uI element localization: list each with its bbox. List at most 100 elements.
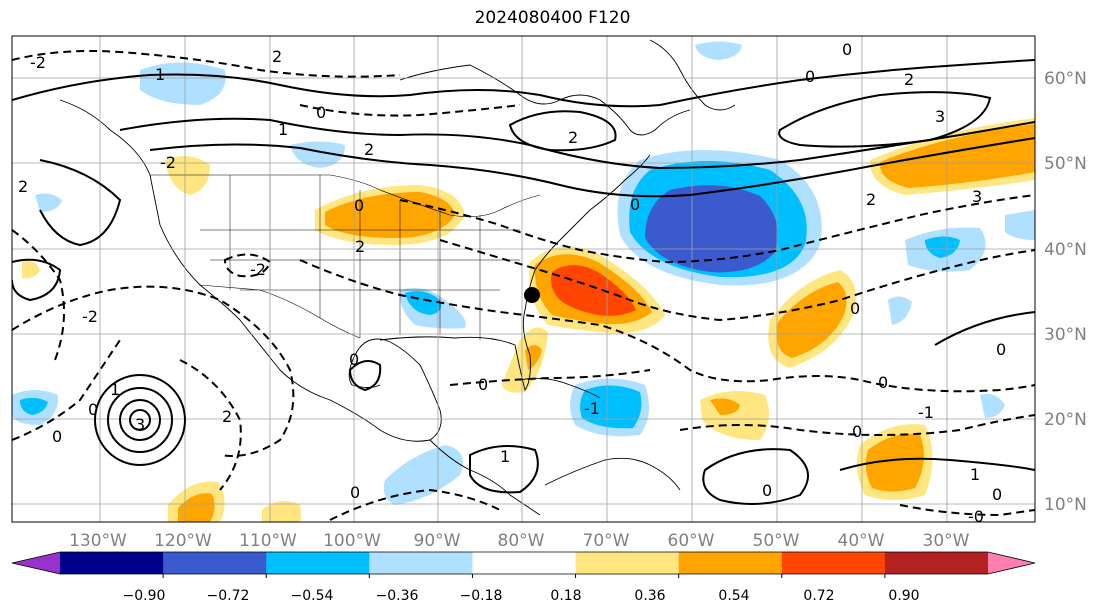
colorbar-label: −0.54 <box>291 588 334 604</box>
contour-solid-15 <box>348 360 382 392</box>
contour-dashed-1 <box>12 50 401 78</box>
shade-blue-pac <box>20 397 48 415</box>
contour-label: 0 <box>850 299 860 318</box>
contour-label: 3 <box>935 107 945 126</box>
shade-blue-carib <box>580 385 642 429</box>
colorbar-label: 0.54 <box>718 588 749 604</box>
contour-label: 2 <box>355 237 365 256</box>
contour-solid-1 <box>12 59 1035 108</box>
contour-solid-9 <box>128 409 152 431</box>
lon-label: 110°W <box>239 531 297 551</box>
coastline-canada <box>399 64 691 136</box>
colorbar-segment <box>678 552 783 574</box>
colorbar-extend-high <box>988 552 1035 574</box>
location-marker <box>524 287 540 303</box>
colorbar-segment <box>60 552 164 574</box>
plot-frame <box>11 35 1036 523</box>
lat-label: 20°N <box>1044 410 1087 430</box>
contour-label: -2 <box>160 153 176 172</box>
shade-yellow-w <box>22 261 40 279</box>
shade-orange-catl <box>776 282 847 358</box>
lon-label: 100°W <box>323 531 381 551</box>
colorbar-label: −0.90 <box>123 588 166 604</box>
lon-label: 60°W <box>668 531 715 551</box>
contour-dashed-4 <box>439 239 1035 322</box>
lon-label: 70°W <box>583 531 630 551</box>
shade-light-blue-far-east <box>1005 210 1035 240</box>
longitude-labels: 130°W 120°W 110°W 100°W 90°W 80°W 70°W 6… <box>69 531 970 551</box>
contour-solid-7 <box>106 387 174 453</box>
lat-label: 40°N <box>1044 240 1087 260</box>
colorbar-labels: −0.90 −0.72 −0.54 −0.36 −0.18 0.18 0.36 … <box>123 588 920 604</box>
lon-label: 50°W <box>753 531 800 551</box>
colorbar-segment <box>472 552 577 574</box>
lon-label: 120°W <box>154 531 212 551</box>
shade-light-blue-w <box>35 193 62 212</box>
colorbar-label: 0.36 <box>634 588 665 604</box>
colorbar-label: 0.90 <box>888 588 919 604</box>
colorbar-segment <box>781 552 886 574</box>
lon-label: 80°W <box>498 531 545 551</box>
shade-yellow-pac2 <box>262 501 301 522</box>
contour-label: 0 <box>316 103 326 122</box>
contour-dashed-8 <box>179 359 242 491</box>
contour-dashed-6 <box>12 285 295 457</box>
contour-label: 1 <box>278 120 288 139</box>
colorbar-segment <box>369 552 473 574</box>
contour-labels: -2 1 2 0 1 2 2 0 2 3 0 -2 0 2 0 0 0 -2 -… <box>18 40 1006 522</box>
map-plot: -2 1 2 0 1 2 2 0 2 3 0 -2 0 2 0 0 0 -2 -… <box>12 36 1035 522</box>
contour-dashed-5 <box>299 259 1035 393</box>
contour-label: 0 <box>630 195 640 214</box>
shade-yellow-florida <box>502 327 548 393</box>
contour-label: 0 <box>805 67 815 86</box>
colorbar-label: −0.18 <box>460 588 503 604</box>
lat-label: 10°N <box>1044 495 1087 515</box>
contour-label: 1 <box>155 65 165 84</box>
colorbar <box>11 551 1036 578</box>
shade-orange-pac <box>178 493 215 522</box>
contour-label: 2 <box>364 140 374 159</box>
graticule <box>12 36 1035 522</box>
contour-label: 3 <box>972 187 982 206</box>
coastline-layer <box>59 39 736 516</box>
contour-dashed-12 <box>899 504 1035 517</box>
colorbar-label: 0.18 <box>550 588 581 604</box>
contour-label: 3 <box>135 415 145 434</box>
shade-royal-blue <box>645 185 778 273</box>
contour-solid-8 <box>118 399 162 441</box>
coastline-north-america <box>59 99 442 442</box>
contour-label: -1 <box>584 399 600 418</box>
contour-label: 1 <box>500 447 510 466</box>
contour-label: 0 <box>478 375 488 394</box>
contour-label: 0 <box>762 481 772 500</box>
coastline-greenland <box>649 39 736 111</box>
contour-label: 2 <box>272 47 282 66</box>
shade-blue-east <box>925 236 960 258</box>
shade-orange-trop <box>710 398 740 415</box>
border-us-mexico <box>199 284 361 339</box>
contour-label: 0 <box>354 196 364 215</box>
solid-contours <box>12 59 1035 505</box>
contour-label: -2 <box>30 53 46 72</box>
contour-label: 1 <box>110 380 120 399</box>
shade-orange-florida <box>525 345 542 370</box>
map-title: 2024080400 F120 <box>474 8 631 28</box>
lat-label: 50°N <box>1044 154 1087 174</box>
contour-label: -1 <box>918 403 934 422</box>
contour-label: 2 <box>866 190 876 209</box>
contour-label: 0 <box>996 340 1006 359</box>
colorbar-label: −0.72 <box>207 588 250 604</box>
colorbar-outline <box>11 551 1036 575</box>
contour-solid-4 <box>778 91 992 148</box>
border-us-canada <box>150 174 541 217</box>
contour-label: 0 <box>88 400 98 419</box>
lat-label: 60°N <box>1044 69 1087 89</box>
shading-layer <box>12 41 1035 522</box>
contour-label: 0 <box>349 350 359 369</box>
lon-label: 30°W <box>923 531 970 551</box>
contour-label: 1 <box>970 465 980 484</box>
colorbar-segment <box>884 552 989 574</box>
contour-solid-11 <box>839 457 1035 471</box>
contour-dashed-13 <box>223 253 272 278</box>
